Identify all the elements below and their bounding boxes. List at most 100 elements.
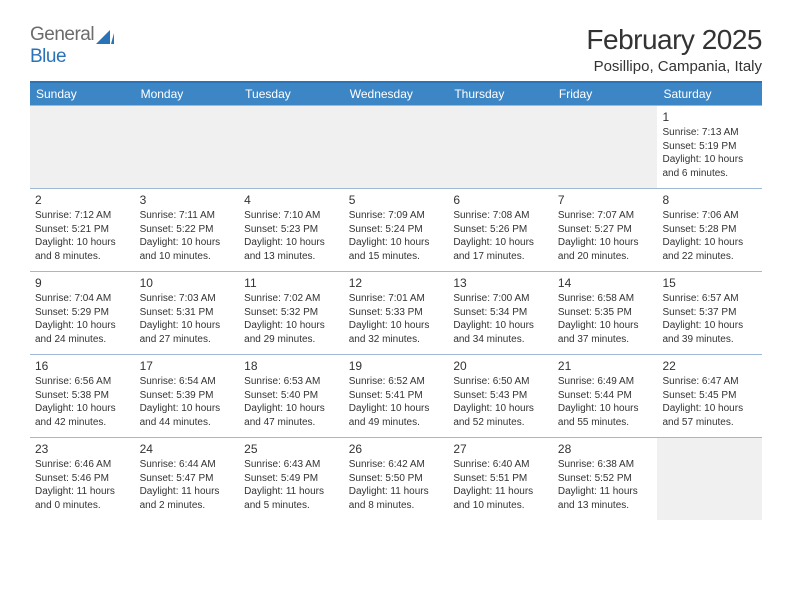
day-number: 11	[244, 275, 339, 291]
day-header: Monday	[135, 83, 240, 105]
sunset-text: Sunset: 5:52 PM	[558, 472, 653, 486]
day-header: Friday	[553, 83, 658, 105]
sunset-text: Sunset: 5:29 PM	[35, 306, 130, 320]
day-cell: 13Sunrise: 7:00 AMSunset: 5:34 PMDayligh…	[448, 272, 553, 354]
sunrise-text: Sunrise: 6:42 AM	[349, 458, 444, 472]
logo-text-2: Blue	[30, 46, 66, 67]
daylight-text: Daylight: 10 hours and 49 minutes.	[349, 402, 444, 429]
day-cell: 14Sunrise: 6:58 AMSunset: 5:35 PMDayligh…	[553, 272, 658, 354]
day-number: 24	[140, 441, 235, 457]
calendar: SundayMondayTuesdayWednesdayThursdayFrid…	[30, 81, 762, 520]
day-header-row: SundayMondayTuesdayWednesdayThursdayFrid…	[30, 83, 762, 105]
sunrise-text: Sunrise: 7:03 AM	[140, 292, 235, 306]
sunrise-text: Sunrise: 6:57 AM	[662, 292, 757, 306]
day-cell: 5Sunrise: 7:09 AMSunset: 5:24 PMDaylight…	[344, 189, 449, 271]
day-number: 20	[453, 358, 548, 374]
sunset-text: Sunset: 5:32 PM	[244, 306, 339, 320]
sunrise-text: Sunrise: 6:52 AM	[349, 375, 444, 389]
day-number: 13	[453, 275, 548, 291]
logo-sail-icon	[96, 28, 114, 42]
day-header: Sunday	[30, 83, 135, 105]
day-number: 21	[558, 358, 653, 374]
sunrise-text: Sunrise: 6:53 AM	[244, 375, 339, 389]
sunset-text: Sunset: 5:38 PM	[35, 389, 130, 403]
sunrise-text: Sunrise: 7:01 AM	[349, 292, 444, 306]
sunrise-text: Sunrise: 7:10 AM	[244, 209, 339, 223]
sunrise-text: Sunrise: 6:54 AM	[140, 375, 235, 389]
week-row: 2Sunrise: 7:12 AMSunset: 5:21 PMDaylight…	[30, 188, 762, 271]
sunrise-text: Sunrise: 6:43 AM	[244, 458, 339, 472]
daylight-text: Daylight: 10 hours and 32 minutes.	[349, 319, 444, 346]
daylight-text: Daylight: 10 hours and 13 minutes.	[244, 236, 339, 263]
day-number: 25	[244, 441, 339, 457]
day-cell: 4Sunrise: 7:10 AMSunset: 5:23 PMDaylight…	[239, 189, 344, 271]
day-number: 1	[662, 109, 757, 125]
sunrise-text: Sunrise: 6:40 AM	[453, 458, 548, 472]
day-cell: 23Sunrise: 6:46 AMSunset: 5:46 PMDayligh…	[30, 438, 135, 520]
daylight-text: Daylight: 10 hours and 29 minutes.	[244, 319, 339, 346]
day-cell: 21Sunrise: 6:49 AMSunset: 5:44 PMDayligh…	[553, 355, 658, 437]
day-cell: 25Sunrise: 6:43 AMSunset: 5:49 PMDayligh…	[239, 438, 344, 520]
day-number: 17	[140, 358, 235, 374]
day-number: 28	[558, 441, 653, 457]
day-cell	[135, 106, 240, 188]
sunrise-text: Sunrise: 6:58 AM	[558, 292, 653, 306]
day-number: 12	[349, 275, 444, 291]
header: General Blue February 2025 Posillipo, Ca…	[30, 24, 762, 75]
day-number: 10	[140, 275, 235, 291]
day-header: Wednesday	[344, 83, 449, 105]
daylight-text: Daylight: 11 hours and 5 minutes.	[244, 485, 339, 512]
title-block: February 2025 Posillipo, Campania, Italy	[586, 24, 762, 75]
day-number: 7	[558, 192, 653, 208]
day-cell	[553, 106, 658, 188]
day-number: 22	[662, 358, 757, 374]
day-cell: 11Sunrise: 7:02 AMSunset: 5:32 PMDayligh…	[239, 272, 344, 354]
calendar-page: General Blue February 2025 Posillipo, Ca…	[0, 0, 792, 530]
day-number: 3	[140, 192, 235, 208]
daylight-text: Daylight: 11 hours and 8 minutes.	[349, 485, 444, 512]
logo-text-1: General	[30, 24, 94, 45]
daylight-text: Daylight: 11 hours and 13 minutes.	[558, 485, 653, 512]
weeks-container: 1Sunrise: 7:13 AMSunset: 5:19 PMDaylight…	[30, 105, 762, 520]
sunrise-text: Sunrise: 7:08 AM	[453, 209, 548, 223]
sunset-text: Sunset: 5:33 PM	[349, 306, 444, 320]
day-number: 19	[349, 358, 444, 374]
sunset-text: Sunset: 5:34 PM	[453, 306, 548, 320]
sunset-text: Sunset: 5:35 PM	[558, 306, 653, 320]
day-number: 15	[662, 275, 757, 291]
week-row: 9Sunrise: 7:04 AMSunset: 5:29 PMDaylight…	[30, 271, 762, 354]
day-cell: 6Sunrise: 7:08 AMSunset: 5:26 PMDaylight…	[448, 189, 553, 271]
daylight-text: Daylight: 10 hours and 10 minutes.	[140, 236, 235, 263]
daylight-text: Daylight: 10 hours and 6 minutes.	[662, 153, 757, 180]
daylight-text: Daylight: 10 hours and 52 minutes.	[453, 402, 548, 429]
day-cell	[657, 438, 762, 520]
week-row: 1Sunrise: 7:13 AMSunset: 5:19 PMDaylight…	[30, 105, 762, 188]
sunrise-text: Sunrise: 6:44 AM	[140, 458, 235, 472]
logo-text: General Blue	[30, 24, 114, 68]
sunset-text: Sunset: 5:31 PM	[140, 306, 235, 320]
sunrise-text: Sunrise: 6:50 AM	[453, 375, 548, 389]
logo: General Blue	[30, 24, 114, 68]
sunrise-text: Sunrise: 7:06 AM	[662, 209, 757, 223]
week-row: 16Sunrise: 6:56 AMSunset: 5:38 PMDayligh…	[30, 354, 762, 437]
day-cell: 7Sunrise: 7:07 AMSunset: 5:27 PMDaylight…	[553, 189, 658, 271]
sunrise-text: Sunrise: 7:12 AM	[35, 209, 130, 223]
sunset-text: Sunset: 5:44 PM	[558, 389, 653, 403]
month-title: February 2025	[586, 24, 762, 56]
day-cell: 28Sunrise: 6:38 AMSunset: 5:52 PMDayligh…	[553, 438, 658, 520]
day-cell: 9Sunrise: 7:04 AMSunset: 5:29 PMDaylight…	[30, 272, 135, 354]
sunset-text: Sunset: 5:23 PM	[244, 223, 339, 237]
sunset-text: Sunset: 5:27 PM	[558, 223, 653, 237]
day-cell: 18Sunrise: 6:53 AMSunset: 5:40 PMDayligh…	[239, 355, 344, 437]
sunset-text: Sunset: 5:50 PM	[349, 472, 444, 486]
daylight-text: Daylight: 10 hours and 37 minutes.	[558, 319, 653, 346]
sunrise-text: Sunrise: 6:47 AM	[662, 375, 757, 389]
sunset-text: Sunset: 5:40 PM	[244, 389, 339, 403]
day-cell: 19Sunrise: 6:52 AMSunset: 5:41 PMDayligh…	[344, 355, 449, 437]
day-cell: 20Sunrise: 6:50 AMSunset: 5:43 PMDayligh…	[448, 355, 553, 437]
daylight-text: Daylight: 10 hours and 34 minutes.	[453, 319, 548, 346]
daylight-text: Daylight: 10 hours and 20 minutes.	[558, 236, 653, 263]
sunset-text: Sunset: 5:46 PM	[35, 472, 130, 486]
day-cell	[239, 106, 344, 188]
day-number: 9	[35, 275, 130, 291]
